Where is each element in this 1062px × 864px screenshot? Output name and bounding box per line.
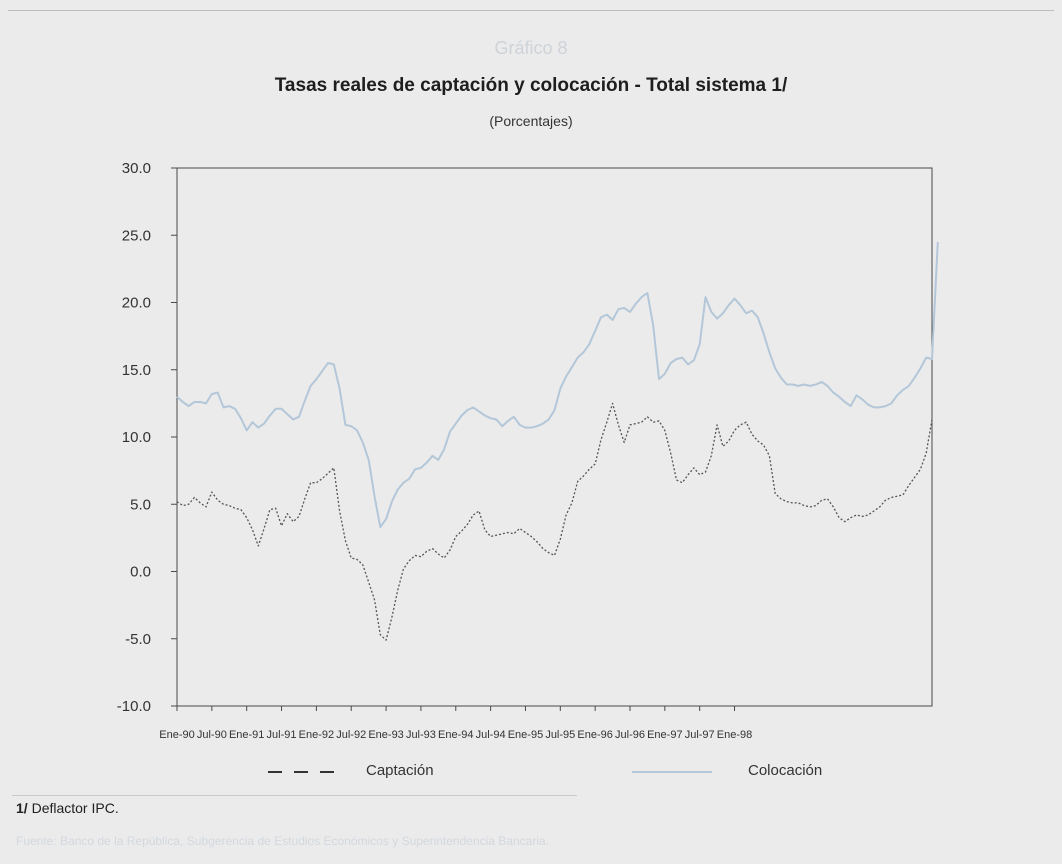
x-tick-label: Ene-92 [299,729,334,741]
x-tick-label: Ene-93 [368,729,403,741]
x-tick-label: Jul-90 [197,729,227,741]
x-tick-label: Jul-91 [267,729,297,741]
source-note: Fuente: Banco de la República, Subgerenc… [16,834,549,848]
y-tick-label: 25.0 [122,227,151,244]
footnote-marker: 1/ [16,800,28,816]
plot-frame [176,167,933,707]
series-line-captacion [176,402,933,641]
footnote-divider [12,795,577,796]
x-tick-label: Ene-98 [717,729,752,741]
x-tick-label: Ene-94 [438,729,473,741]
x-tick-label: Jul-96 [615,729,645,741]
legend-swatch-colocacion [632,771,712,773]
x-tick-label: Jul-97 [685,729,715,741]
chart-title: Tasas reales de captación y colocación -… [274,75,788,96]
chart-subtitle: (Porcentajes) [489,113,573,129]
x-tick-label: Jul-92 [336,729,366,741]
x-tick-label: Jul-94 [476,729,506,741]
top-divider [8,10,1054,11]
series-layer [176,241,939,641]
series-line-colocacion [176,241,939,529]
axes: 30.0 25.0 20.0 15.0 10.0 5.0 0.0 -5.0 -10.0 Ene-9… [117,160,933,741]
figure-number: Gráfico 8 [494,38,568,58]
x-tick-label: Ene-95 [508,729,543,741]
y-tick-label: 30.0 [122,160,151,177]
x-tick-label: Ene-90 [159,729,194,741]
x-tick-label: Ene-96 [577,729,612,741]
y-tick-label: 5.0 [130,496,151,513]
y-tick-label: 20.0 [122,295,151,312]
legend-swatch-captacion [268,771,346,773]
y-tick-label: 15.0 [122,362,151,379]
x-tick-label: Ene-97 [647,729,682,741]
y-tick-label: -5.0 [125,631,151,648]
x-tick-label: Ene-91 [229,729,264,741]
y-tick-label: 10.0 [122,429,151,446]
y-tick-label: -10.0 [117,698,151,715]
x-tick-label: Jul-95 [545,729,575,741]
y-tick-label: 0.0 [130,564,151,581]
x-tick-label: Jul-93 [406,729,436,741]
footnote-text: Deflactor IPC. [27,800,119,816]
legend-label-captacion: Captación [366,762,434,779]
footnote: 1/ Deflactor IPC. [16,800,119,816]
legend-label-colocacion: Colocación [748,762,823,779]
